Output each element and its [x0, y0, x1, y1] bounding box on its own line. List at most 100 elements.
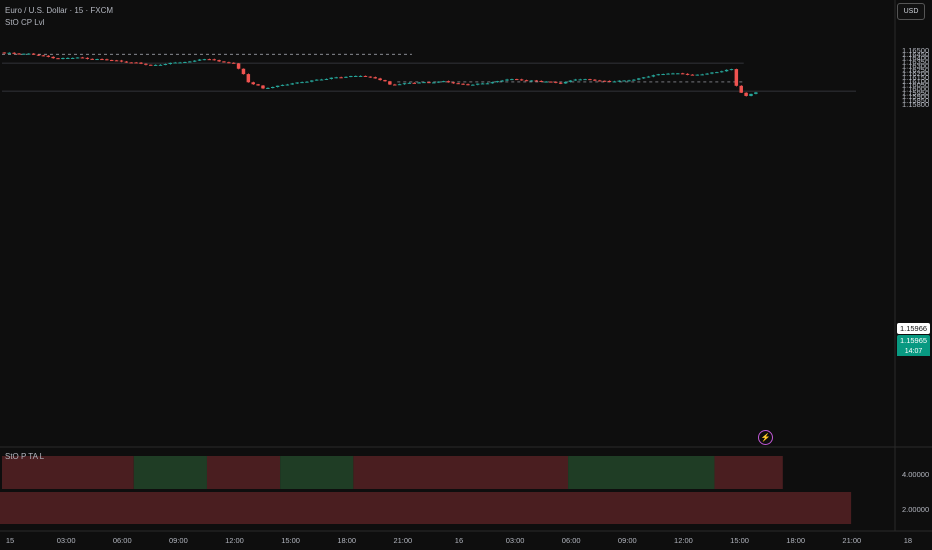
candle-body	[573, 79, 578, 81]
candle-body	[271, 87, 275, 89]
candle-body	[300, 82, 304, 84]
candle-body	[754, 92, 758, 94]
candle-body	[656, 74, 660, 76]
candle-body	[158, 64, 163, 66]
candle-body	[31, 53, 36, 55]
candle-body	[705, 73, 709, 75]
candle-body	[149, 64, 153, 66]
currency-button[interactable]: USD	[897, 3, 925, 20]
candle-body	[612, 81, 617, 83]
candle-body	[700, 74, 704, 76]
candle-body	[661, 74, 665, 76]
y-tick-label: 1.16200	[902, 69, 929, 78]
x-tick-label: 03:00	[57, 536, 76, 545]
candle-body	[412, 82, 416, 84]
candle-body	[27, 53, 31, 55]
candle-body	[368, 76, 373, 78]
candle-body	[256, 84, 260, 86]
candle-body	[422, 82, 426, 84]
candle-body	[441, 81, 446, 83]
candle-body	[119, 60, 124, 62]
candle-body	[719, 71, 724, 73]
indicator-legend[interactable]: StO CP Lvl	[5, 18, 45, 27]
candle-body	[202, 59, 207, 61]
y-tick-label: 1.16000	[902, 85, 929, 94]
candle-body	[349, 76, 353, 78]
candle-body	[124, 61, 129, 63]
candle-body	[324, 78, 329, 80]
candle-body	[622, 80, 626, 82]
candle-body	[251, 82, 255, 85]
candle-body	[446, 81, 451, 83]
candle-body	[163, 64, 168, 66]
y-tick-label: 1.16300	[902, 61, 929, 70]
candle-body	[617, 80, 621, 82]
candle-body	[236, 63, 241, 69]
x-tick-label: 09:00	[169, 536, 188, 545]
x-tick-label: 18:00	[337, 536, 356, 545]
candle-body	[495, 81, 499, 83]
candle-body	[710, 72, 714, 74]
indicator-band-top	[353, 456, 569, 489]
y-tick-label: 1.16150	[902, 73, 929, 82]
candle-body	[607, 80, 612, 82]
candle-body	[344, 76, 348, 78]
bar-countdown: 14:07	[897, 346, 930, 356]
candle-body	[212, 59, 216, 61]
candle-body	[480, 83, 485, 85]
candle-body	[646, 76, 651, 78]
candle-body	[56, 58, 60, 60]
x-tick-label: 18	[904, 536, 912, 545]
candle-body	[178, 62, 182, 64]
candle-body	[466, 84, 470, 86]
candle-body	[490, 82, 495, 84]
candle-body	[744, 92, 748, 96]
candle-body	[17, 53, 21, 55]
candle-body	[724, 69, 729, 72]
candle-body	[715, 72, 719, 74]
candle-body	[729, 69, 734, 71]
candle-body	[500, 80, 504, 82]
candle-body	[637, 78, 641, 80]
x-tick-label: 15:00	[730, 536, 749, 545]
candle-body	[334, 77, 338, 79]
indicator-band-top	[206, 456, 281, 489]
candle-body	[402, 83, 407, 85]
candle-body	[41, 55, 46, 57]
candle-body	[671, 73, 675, 75]
candle-body	[222, 61, 226, 63]
candle-body	[475, 83, 480, 85]
candle-body	[685, 73, 690, 75]
candle-body	[583, 79, 587, 81]
candle-body	[558, 82, 563, 84]
lightning-icon[interactable]: ⚡	[758, 430, 773, 445]
x-tick-label: 12:00	[674, 536, 693, 545]
candle-body	[524, 80, 529, 82]
candle-body	[417, 82, 421, 84]
candle-body	[105, 59, 109, 61]
last-price-tag: 1.15966	[897, 323, 930, 334]
candle-body	[22, 53, 26, 55]
y-tick-label: 1.16500	[902, 46, 929, 55]
y-tick-label: 1.15850	[902, 96, 929, 105]
candle-body	[641, 77, 646, 79]
candle-body	[563, 81, 568, 84]
candle-body	[100, 59, 104, 61]
candle-body	[188, 61, 192, 63]
indicator-band-top	[568, 456, 715, 489]
candle-body	[295, 82, 299, 84]
sub-pane-legend[interactable]: StO P TA L	[5, 452, 45, 461]
candle-body	[241, 68, 246, 75]
candle-body	[168, 62, 172, 65]
candle-body	[183, 61, 187, 63]
y-tick-label: 1.15950	[902, 88, 929, 97]
y-tick-label: 1.16350	[902, 58, 929, 67]
candle-body	[144, 63, 148, 65]
candle-body	[109, 60, 114, 62]
candle-body	[378, 78, 382, 81]
indicator-band-top	[714, 456, 783, 489]
candle-body	[734, 69, 739, 86]
candle-body	[568, 80, 573, 82]
candle-body	[129, 62, 133, 64]
